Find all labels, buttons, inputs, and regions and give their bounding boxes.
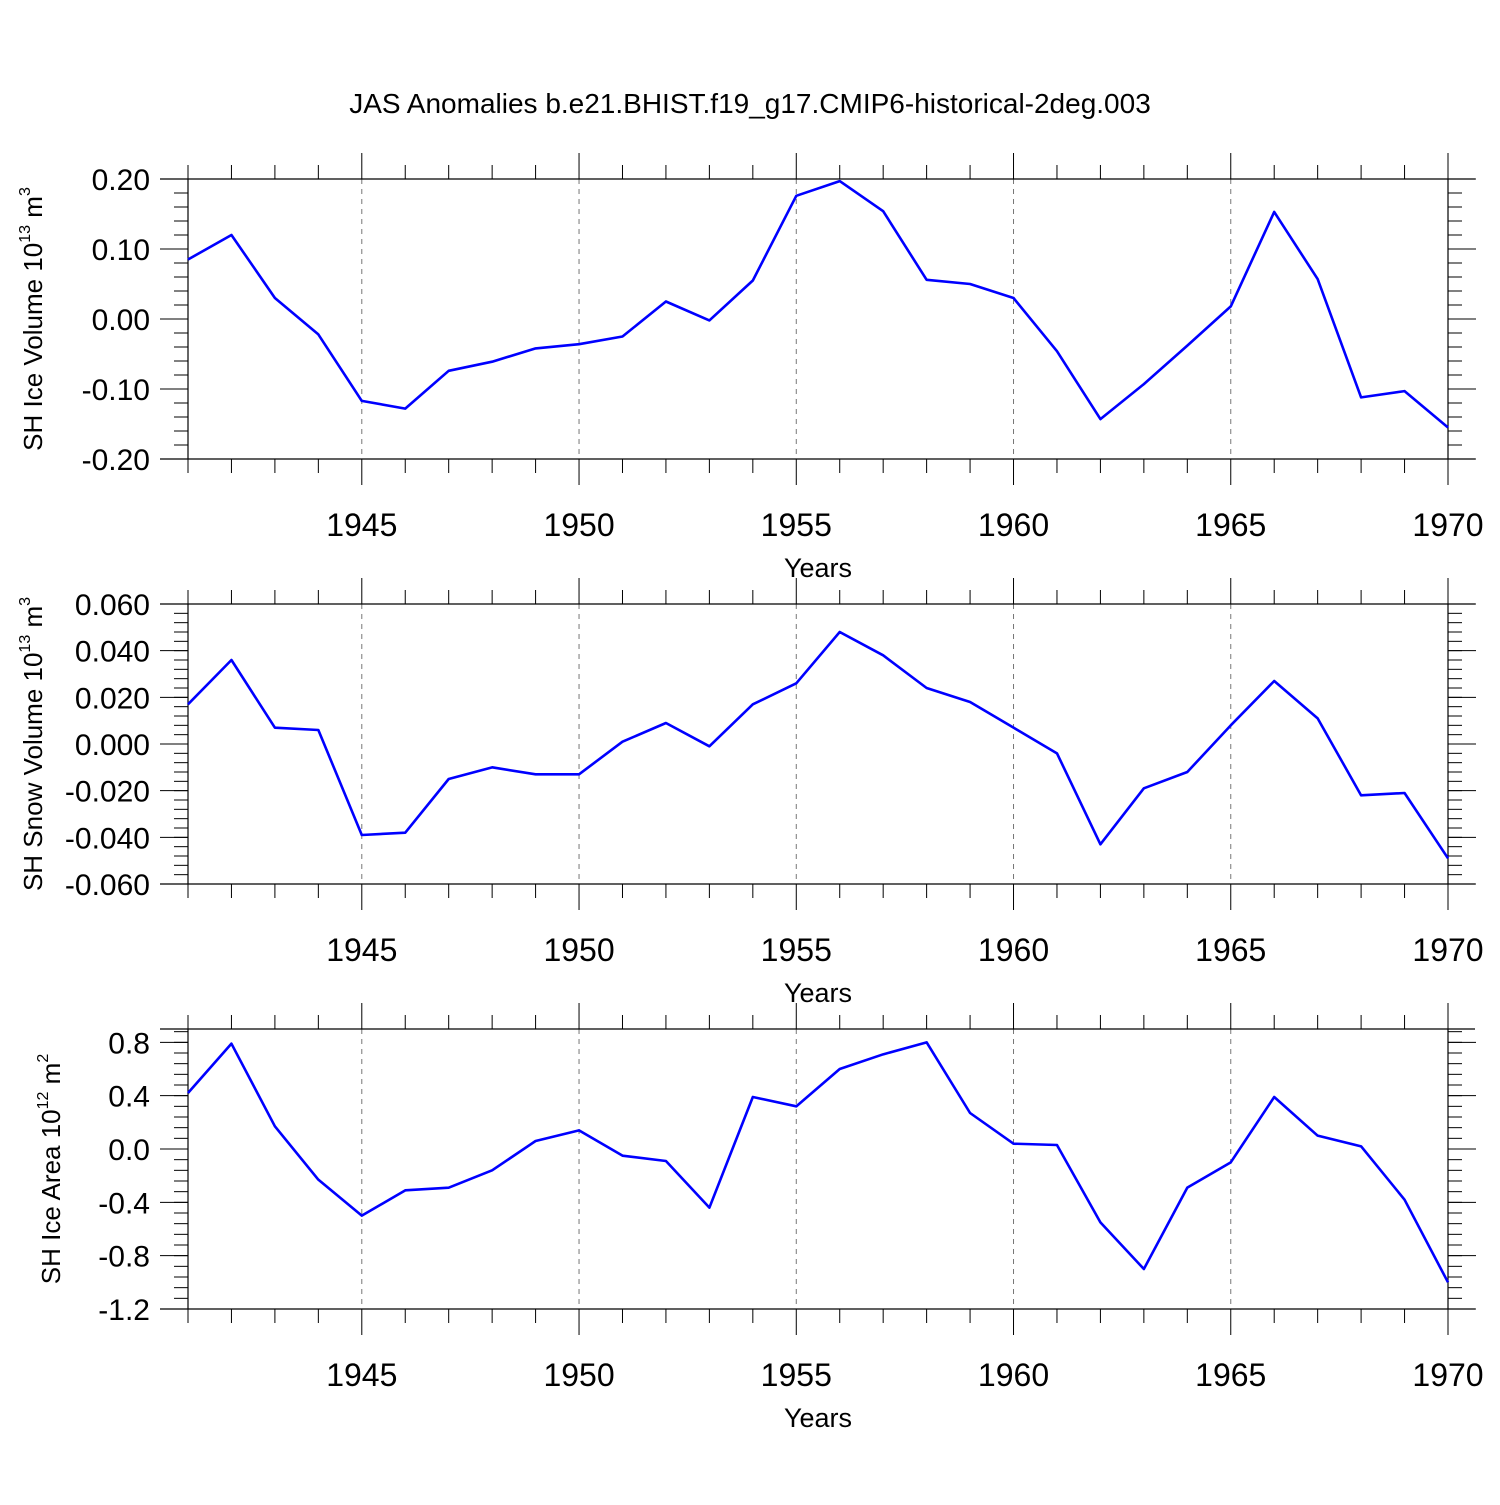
y-axis-label-text: m	[18, 196, 48, 225]
y-tick-label: 0.00	[92, 304, 150, 337]
x-tick-label: 1965	[1195, 507, 1266, 543]
y-tick-label: 0.060	[75, 589, 150, 622]
x-tick-label: 1970	[1412, 507, 1483, 543]
y-axis-label-superscript: 3	[17, 187, 34, 196]
x-tick-label: 1955	[761, 1357, 832, 1393]
y-tick-label: -0.8	[98, 1241, 150, 1274]
x-tick-label: 1965	[1195, 932, 1266, 968]
panel-1: -0.20 -0.10 0.00 0.10 0.20 1945 1950 1955 1960 19…	[17, 153, 1484, 583]
y-tick-label: -0.4	[98, 1187, 150, 1220]
x-tick-label: 1965	[1195, 1357, 1266, 1393]
panel-3: -1.2 -0.8 -0.4 0.0 0.4 0.8 1945 1950 1955 1960 196…	[35, 1003, 1484, 1433]
y-tick-label: -0.20	[82, 444, 150, 477]
y-tick-label: -1.2	[98, 1294, 150, 1327]
y-axis-label-superscript: 3	[17, 597, 34, 606]
x-tick-label: 1945	[326, 507, 397, 543]
y-axis-label-text: SH Snow Volume 10	[18, 653, 48, 891]
y-axis-label-text: SH Ice Volume 10	[18, 243, 48, 451]
x-tick-label: 1970	[1412, 1357, 1483, 1393]
figure-title: JAS Anomalies b.e21.BHIST.f19_g17.CMIP6-…	[349, 88, 1151, 119]
y-axis-label-superscript: 13	[17, 225, 34, 243]
y-axis-label: SH Ice Volume 1013 m3	[17, 187, 48, 451]
y-tick-label: 0.20	[92, 164, 150, 197]
x-tick-label: 1950	[543, 932, 614, 968]
y-tick-label: 0.000	[75, 729, 150, 762]
y-tick-label: -0.060	[65, 869, 150, 902]
y-axis-label-superscript: 13	[17, 635, 34, 653]
series-line-1	[187, 630, 1450, 860]
series-line-1	[187, 179, 1449, 429]
x-tick-label: 1960	[978, 932, 1049, 968]
y-axis-label: SH Snow Volume 1013 m3	[17, 597, 48, 891]
x-axis-label: Years	[784, 1403, 852, 1433]
y-tick-label: 0.0	[108, 1134, 150, 1167]
y-axis-label-superscript: 12	[35, 1091, 52, 1109]
y-tick-label: -0.10	[82, 374, 150, 407]
x-tick-label: 1950	[543, 507, 614, 543]
x-axis-label: Years	[784, 978, 852, 1008]
y-axis-label-text: m	[36, 1063, 66, 1092]
x-tick-label: 1955	[761, 932, 832, 968]
y-tick-label: -0.040	[65, 822, 150, 855]
x-tick-label: 1945	[326, 1357, 397, 1393]
x-axis-label: Years	[784, 553, 852, 583]
x-tick-label: 1960	[978, 507, 1049, 543]
x-tick-label: 1955	[761, 507, 832, 543]
y-axis-label-superscript: 2	[35, 1054, 52, 1063]
y-tick-label: 0.4	[108, 1081, 150, 1114]
x-tick-label: 1970	[1412, 932, 1483, 968]
y-axis-label-text: SH Ice Area 10	[36, 1109, 66, 1284]
x-tick-label: 1945	[326, 932, 397, 968]
y-tick-label: 0.10	[92, 234, 150, 267]
series-line-1	[187, 1041, 1450, 1283]
y-tick-label: 0.8	[108, 1027, 150, 1060]
y-tick-label: 0.020	[75, 682, 150, 715]
y-tick-label: 0.040	[75, 636, 150, 669]
panel-2: -0.060 -0.040 -0.020 0.000 0.020 0.040 0.060 19…	[17, 578, 1484, 1008]
x-tick-label: 1960	[978, 1357, 1049, 1393]
y-axis-label-text: m	[18, 606, 48, 635]
y-tick-label: -0.020	[65, 776, 150, 809]
x-tick-label: 1950	[543, 1357, 614, 1393]
y-axis-label: SH Ice Area 1012 m2	[35, 1054, 66, 1285]
